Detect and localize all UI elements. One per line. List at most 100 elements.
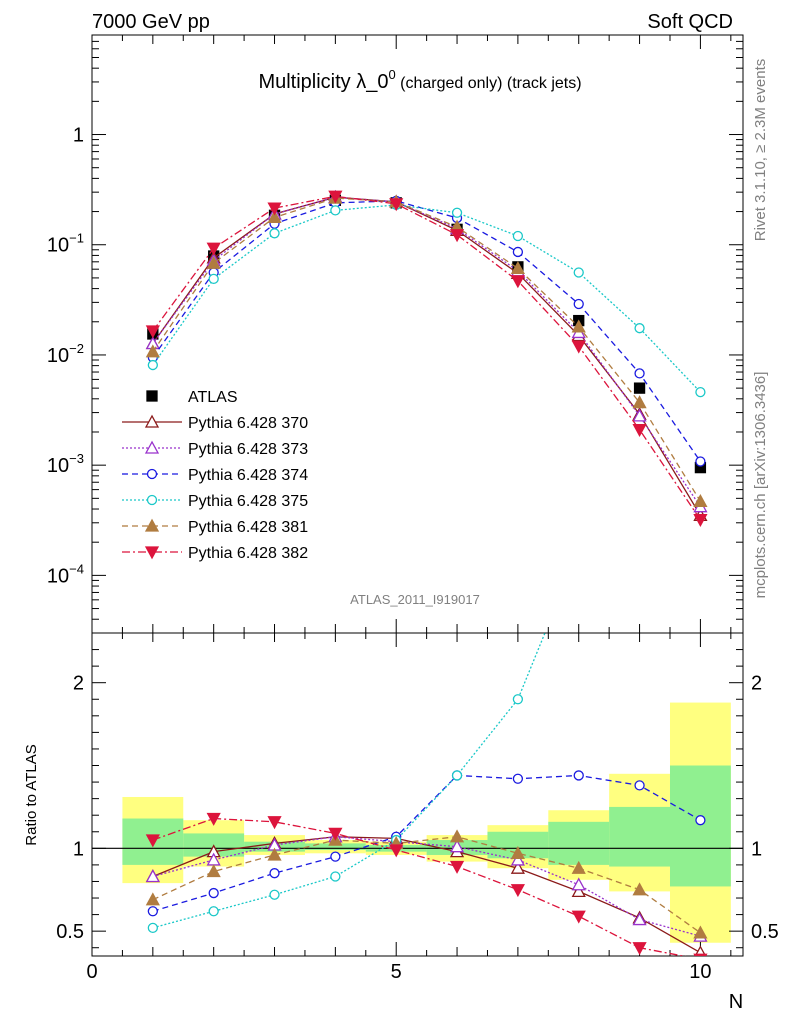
- ratio-data-point: [634, 780, 645, 791]
- data-point: [269, 228, 280, 239]
- band-green: [669, 765, 731, 887]
- ratio-data-point: [449, 839, 465, 853]
- ratio-data-point: [571, 860, 586, 874]
- ratio-data-point: [571, 910, 586, 924]
- legend-entry-pythia-6-428-381: Pythia 6.428 381: [122, 518, 308, 536]
- data-point: [633, 382, 646, 394]
- ratio-series-line: [152, 836, 701, 954]
- legend-marker: [146, 494, 158, 506]
- main-tick-labels: 10−4 10−3 10−2 10−1 1: [47, 125, 84, 588]
- series-pythia-6-428-381: [145, 190, 708, 507]
- ratio-data-point: [632, 912, 647, 926]
- y-tick-label: 10−3: [47, 451, 84, 477]
- legend-entry-atlas: ATLAS: [146, 389, 238, 406]
- main-series-group: [145, 189, 708, 528]
- main-plot-frame: [91, 34, 744, 634]
- data-point: [632, 424, 647, 438]
- series-pythia-6-428-373: [145, 189, 708, 513]
- legend-marker: [144, 440, 160, 454]
- series-pythia-6-428-382: [145, 190, 708, 528]
- legend-marker: [146, 468, 158, 480]
- analysis-id: ATLAS_2011_I919017: [350, 592, 480, 607]
- ratio-data-point: [330, 871, 341, 882]
- ratio-series-pythia-6-428-382: [145, 812, 708, 956]
- mcplots-label: mcplots.cern.ch [arXiv:1306.3436]: [752, 372, 769, 599]
- data-point: [695, 386, 706, 398]
- plot-title-sup: 0: [388, 67, 395, 82]
- ratio-data-point: [208, 906, 219, 917]
- band-green: [609, 806, 670, 867]
- data-point: [147, 359, 158, 371]
- ratio-data-point: [449, 860, 465, 874]
- ratio-data-point: [206, 812, 221, 826]
- data-point: [634, 323, 645, 334]
- data-point: [389, 198, 404, 212]
- ratio-data-point: [632, 942, 647, 956]
- data-point: [206, 255, 221, 269]
- ratio-y-axis-label: Ratio to ATLAS: [23, 744, 40, 845]
- plot-title-suffix: (charged only) (track jets): [396, 75, 582, 92]
- ratio-y-tick-label-right: 2: [751, 673, 762, 695]
- series-line: [152, 196, 701, 508]
- data-point: [267, 210, 282, 224]
- ratio-series-line: [152, 633, 546, 929]
- ratio-axis-ticks: [91, 632, 743, 956]
- legend-entry-pythia-6-428-370: Pythia 6.428 370: [122, 414, 308, 432]
- legend-label: ATLAS: [188, 389, 238, 406]
- ratio-data-point: [693, 953, 708, 956]
- data-point: [267, 202, 282, 216]
- ratio-y-tick-label-right: 1: [751, 838, 762, 860]
- data-point: [510, 261, 525, 275]
- ratio-data-point: [330, 851, 341, 862]
- data-point: [634, 368, 645, 379]
- data-point: [632, 395, 647, 409]
- data-point: [512, 230, 524, 242]
- data-point: [206, 242, 221, 256]
- ratio-data-point: [451, 770, 463, 781]
- data-point: [145, 344, 160, 358]
- plot-title: Multiplicity λ_00 (charged only) (track …: [258, 67, 581, 93]
- data-point: [573, 267, 584, 278]
- legend-label: Pythia 6.428 381: [188, 519, 308, 536]
- ratio-data-point: [510, 852, 525, 866]
- x-tick-label: 10: [689, 961, 711, 983]
- data-point: [328, 190, 343, 204]
- legend-label: Pythia 6.428 382: [188, 545, 308, 562]
- ratio-uncertainty-bands: [92, 702, 743, 943]
- ratio-data-point: [695, 815, 706, 826]
- ratio-data-point: [512, 694, 524, 705]
- ratio-series-pythia-6-428-381: [145, 829, 708, 939]
- ratio-data-point: [269, 868, 280, 879]
- legend-marker: [146, 390, 158, 402]
- ratio-data-point: [267, 816, 282, 830]
- ratio-data-point: [632, 882, 647, 896]
- data-point: [451, 207, 463, 218]
- band-green: [304, 843, 366, 850]
- ratio-data-point: [328, 827, 343, 841]
- legend-label: Pythia 6.428 374: [188, 467, 308, 484]
- ratio-tick-labels: 0.5 0.5 1 1 2 2 0 5 10: [56, 673, 779, 983]
- series-line: [152, 197, 701, 502]
- series-line: [152, 195, 701, 521]
- legend-entry-pythia-6-428-382: Pythia 6.428 382: [122, 545, 308, 562]
- ratio-data-point: [510, 884, 525, 898]
- data-point: [632, 408, 647, 422]
- ratio-data-point: [389, 844, 404, 858]
- data-point: [330, 205, 341, 216]
- legend-marker: [144, 518, 160, 532]
- ratio-series-group: [145, 633, 708, 956]
- data-point: [571, 340, 586, 354]
- legend-marker: [144, 414, 160, 428]
- ratio-y-tick-label-right: 0.5: [751, 921, 779, 943]
- data-point: [510, 275, 525, 289]
- ratio-y-tick-label: 1: [73, 838, 84, 860]
- ratio-data-point: [449, 829, 465, 843]
- ratio-series-line: [152, 836, 701, 934]
- energy-label: 7000 GeV pp: [92, 11, 210, 33]
- data-point: [449, 229, 465, 243]
- legend-entry-pythia-6-428-374: Pythia 6.428 374: [122, 467, 308, 484]
- ratio-y-tick-label: 0.5: [56, 921, 84, 943]
- data-point: [695, 456, 706, 467]
- ratio-data-point: [147, 922, 158, 933]
- series-line: [152, 204, 701, 393]
